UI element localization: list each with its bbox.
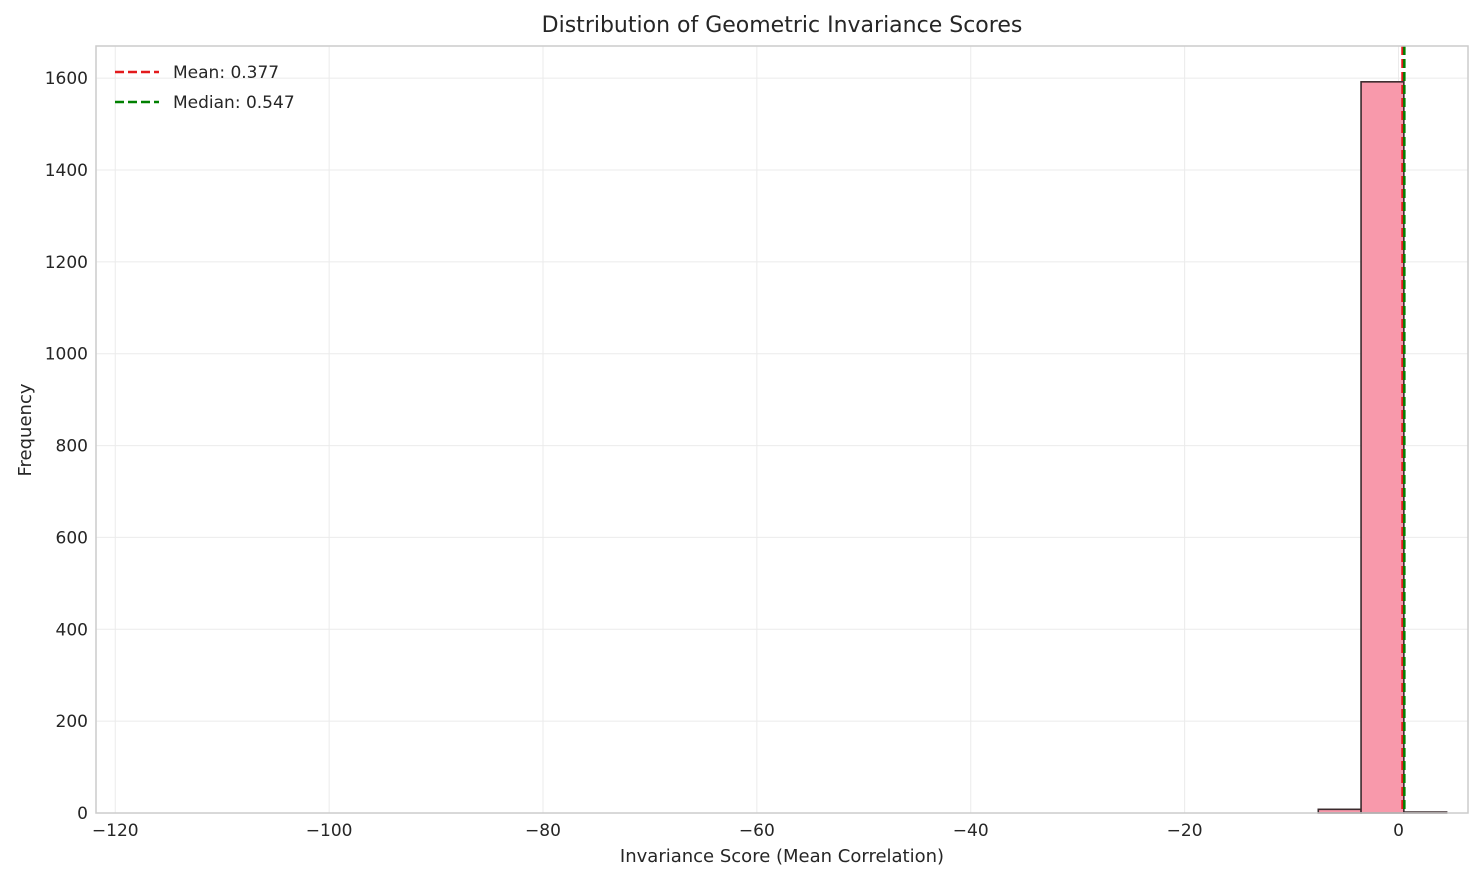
x-tick-label: −60 [739,821,775,841]
histogram-bar [1360,81,1405,814]
legend-mean-label: Mean: 0.377 [173,63,279,83]
x-tick-label: −120 [92,821,139,841]
y-tick-label: 400 [56,620,88,640]
legend: Mean: 0.377 Median: 0.547 [115,63,295,113]
grid-lines [96,46,1468,814]
chart-title: Distribution of Geometric Invariance Sco… [542,13,1023,38]
x-tick-label: −20 [1167,821,1203,841]
y-tick-label: 800 [56,437,88,457]
x-tick-label: −80 [525,821,561,841]
y-tick-label: 1400 [45,161,88,181]
reference-lines [1401,46,1406,813]
y-tick-labels: 0 200 400 600 800 1000 1200 1400 1600 [45,69,88,824]
plot-area [96,46,1468,813]
x-tick-label: −100 [306,821,353,841]
x-tick-label: −40 [953,821,989,841]
x-tick-label: 0 [1393,821,1404,841]
y-tick-label: 600 [56,528,88,548]
y-tick-label: 1000 [45,345,88,365]
plot-frame [95,45,1469,814]
y-tick-label: 0 [77,804,88,824]
y-tick-label: 1600 [45,69,88,89]
y-tick-label: 1200 [45,253,88,273]
x-tick-labels: −120 −100 −80 −60 −40 −20 0 [92,821,1404,841]
legend-median-label: Median: 0.547 [173,93,295,113]
y-axis-title: Frequency [15,383,36,476]
y-tick-label: 200 [56,712,88,732]
x-axis-title: Invariance Score (Mean Correlation) [620,846,944,867]
